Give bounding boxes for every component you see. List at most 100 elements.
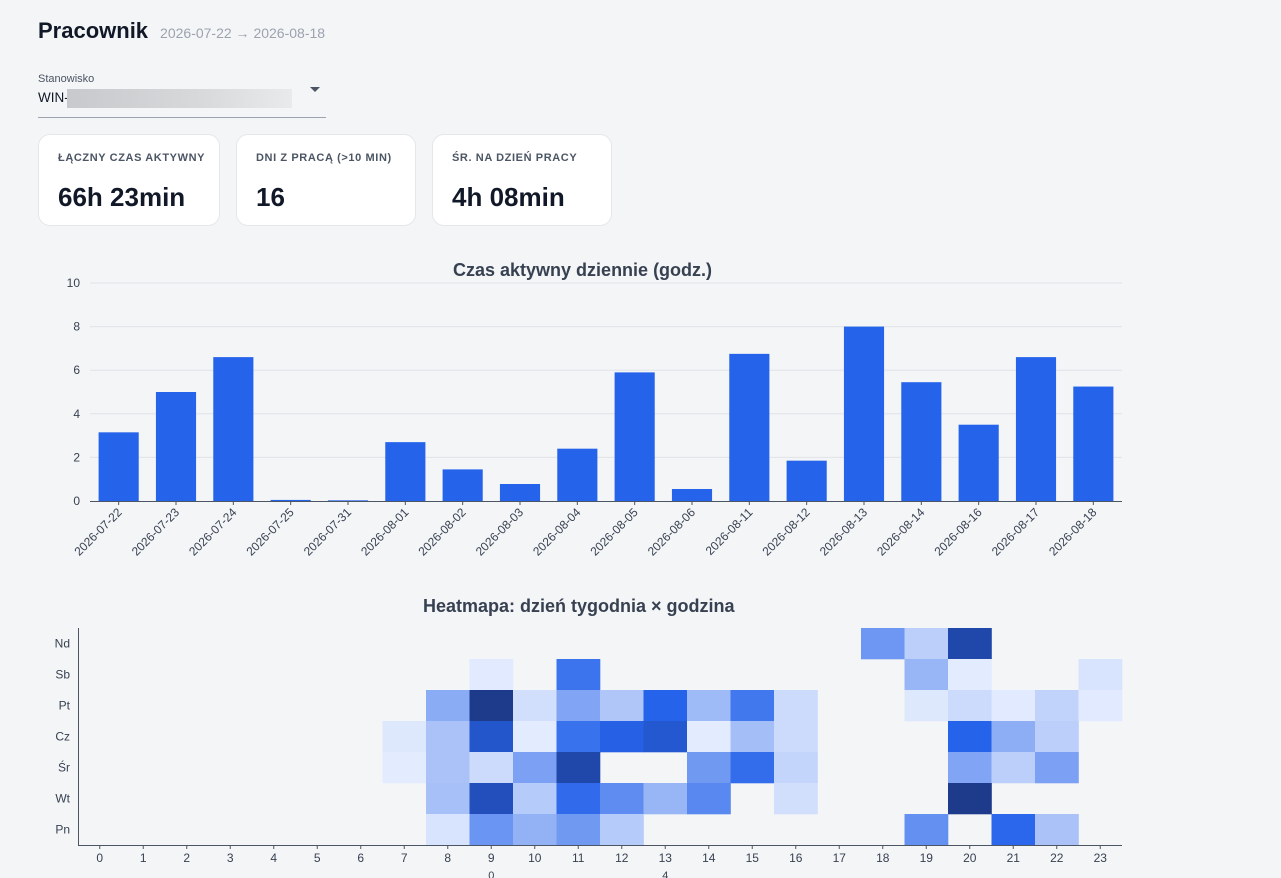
heat-cell-Śr-10 (513, 752, 557, 784)
heat-cell-Wt-10 (513, 783, 557, 815)
heat-cell-Sb-23 (1078, 659, 1123, 691)
bar-2026-07-25 (270, 499, 311, 501)
heat-cell-Śr-14 (687, 752, 731, 784)
y-tick-label: Cz (55, 730, 70, 744)
heat-cell-Pn-9 (469, 814, 514, 846)
heat-cell-Pn-8 (426, 814, 470, 846)
heat-cell-Cz-12 (600, 721, 644, 753)
workstation-value: WIN- (38, 90, 69, 105)
bar-2026-08-04 (557, 448, 598, 501)
bar-2026-08-03 (499, 483, 541, 501)
heat-cell-Pn-21 (991, 814, 1036, 846)
heat-cell-Śr-7 (382, 752, 427, 784)
heat-cell-Wt-16 (774, 783, 818, 815)
stat-card-avg-per-day: ŚR. NA DZIEŃ PRACY 4h 08min (432, 134, 612, 226)
x-tick-label: 14 (702, 851, 716, 865)
x-tick-label: 8 (444, 851, 451, 865)
x-tick-label: 19 (920, 851, 934, 865)
x-tick-label: 2026-07-22 (71, 505, 125, 559)
date-range: 2026-07-22 → 2026-08-18 (160, 25, 326, 41)
x-tick-label: 21 (1007, 851, 1021, 865)
x-tick-label: 5 (314, 851, 321, 865)
heat-cell-Sb-9 (469, 659, 514, 691)
heat-cell-Śr-20 (948, 752, 992, 784)
heat-cell-Cz-16 (774, 721, 818, 753)
heat-cell-Pt-8 (426, 690, 470, 722)
x-tick-label: 2026-07-23 (129, 505, 183, 559)
redacted-mask (67, 89, 292, 108)
x-tick-label: 2026-08-18 (1046, 505, 1100, 559)
y-tick-label: 4 (73, 407, 80, 421)
chevron-down-icon[interactable] (310, 87, 320, 92)
heat-cell-Cz-7 (382, 721, 427, 753)
y-tick-label: Wt (55, 792, 70, 806)
heat-cell-Sb-19 (904, 659, 949, 691)
heat-cell-Pn-19 (904, 814, 949, 846)
heat-cell-Cz-14 (687, 721, 731, 753)
x-tick-label: 11 (572, 851, 585, 865)
heat-cell-Śr-11 (556, 752, 601, 784)
heat-cell-Pt-22 (1035, 690, 1079, 722)
heat-cell-Wt-14 (687, 783, 731, 815)
x-tick-label: 15 (746, 851, 760, 865)
page-header: Pracownik 2026-07-22 → 2026-08-18 (38, 18, 325, 44)
heat-cell-Pn-12 (600, 814, 644, 846)
heat-cell-Nd-18 (861, 628, 905, 660)
x-tick-label: 7 (401, 851, 408, 865)
bar-2026-08-02 (442, 469, 483, 501)
bar-2026-08-13 (843, 326, 885, 501)
heat-cell-Pt-14 (687, 690, 731, 722)
heat-cell-Wt-20 (948, 783, 992, 815)
workstation-select[interactable]: Stanowisko WIN- (38, 72, 326, 118)
x-tick-label: 16 (789, 851, 803, 865)
x-tick-label: 10 (528, 851, 542, 865)
stat-value: 66h 23min (58, 182, 186, 212)
heat-cell-Cz-10 (513, 721, 557, 753)
x-tick-label: 6 (357, 851, 364, 865)
heat-cell-Sb-20 (948, 659, 992, 691)
stat-value: 16 (256, 182, 285, 212)
heat-cell-Cz-11 (556, 721, 601, 753)
bar-chart-title: Czas aktywny dziennie (godz.) (453, 260, 713, 280)
heat-cell-Pt-21 (991, 690, 1036, 722)
workstation-label: Stanowisko (38, 73, 95, 85)
heat-cell-Śr-21 (991, 752, 1036, 784)
x-tick-label: 17 (833, 851, 847, 865)
x-tick-label: 2026-08-06 (645, 505, 699, 559)
heat-cell-Nd-20 (948, 628, 992, 660)
x-tick-label: 2026-08-01 (358, 505, 412, 559)
y-tick-label: Śr (58, 760, 70, 775)
heat-cell-Śr-9 (469, 752, 514, 784)
x-tick-label: 0 (96, 851, 103, 865)
stat-label: DNI Z PRACĄ (>10 MIN) (256, 152, 392, 164)
heat-cell-Pt-23 (1078, 690, 1123, 722)
x-tick-label: 2026-08-11 (703, 505, 756, 558)
x-tick-label: 22 (1050, 851, 1064, 865)
x-tick-label: 13 (659, 851, 673, 865)
x-tick-label: 2026-08-04 (530, 505, 584, 559)
x-tick-label: 2026-08-12 (759, 505, 813, 559)
bar-2026-07-22 (98, 432, 139, 501)
x-tick-label: 2026-08-17 (989, 505, 1043, 559)
colorbar-tick-label: 0 (488, 870, 494, 878)
y-tick-label: Pt (59, 699, 71, 713)
heat-cell-Pn-22 (1035, 814, 1079, 846)
heat-cell-Wt-11 (556, 783, 601, 815)
heat-cell-Pn-11 (556, 814, 601, 846)
heat-cell-Pn-10 (513, 814, 557, 846)
x-tick-label: 2026-07-25 (243, 505, 297, 559)
heat-cell-Pt-9 (469, 690, 514, 722)
heat-cell-Cz-21 (991, 721, 1036, 753)
colorbar-tick-label: 4 (662, 870, 668, 878)
heat-cell-Pt-16 (774, 690, 818, 722)
bar-2026-08-14 (901, 382, 942, 501)
x-tick-label: 1 (140, 851, 147, 865)
y-tick-label: 8 (73, 320, 80, 334)
heatmap-title: Heatmapa: dzień tygodnia × godzina (423, 596, 735, 616)
stat-label: ŚR. NA DZIEŃ PRACY (452, 152, 578, 164)
x-tick-label: 4 (270, 851, 277, 865)
x-tick-label: 2026-08-03 (473, 505, 527, 559)
x-tick-label: 2026-08-13 (817, 505, 871, 559)
heat-cell-Pt-10 (513, 690, 557, 722)
x-tick-label: 2026-08-14 (874, 505, 928, 559)
